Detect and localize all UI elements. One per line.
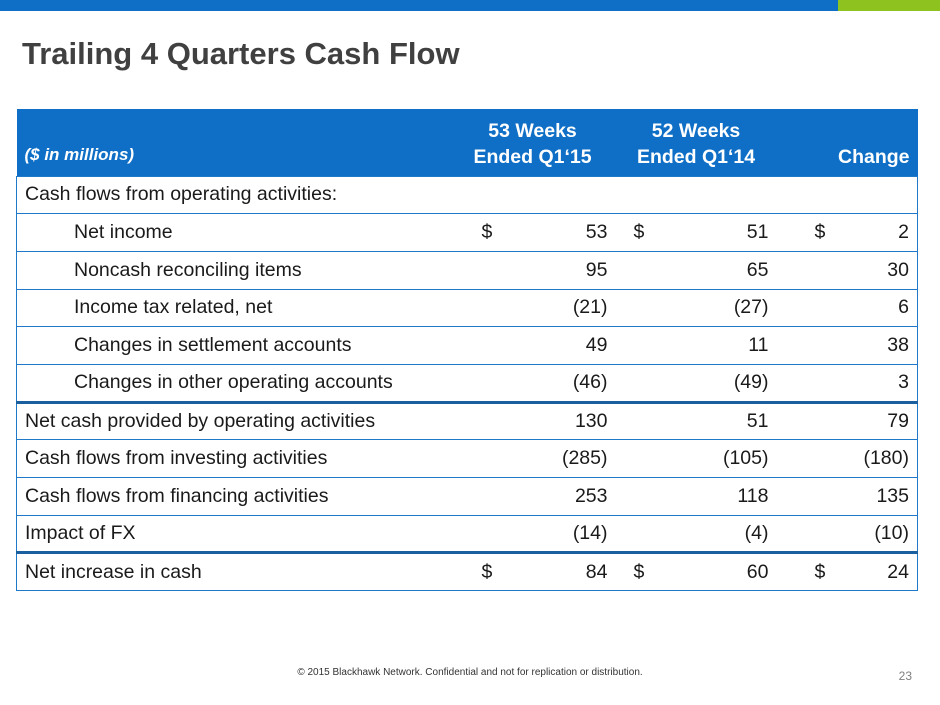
row-label: Net income xyxy=(16,213,450,252)
cell-change xyxy=(776,175,918,214)
cell-53-weeks: (14) xyxy=(449,514,616,553)
column-header-change: Change xyxy=(837,145,910,168)
top-accent-bar-green xyxy=(838,0,940,11)
row-label: Income tax related, net xyxy=(16,288,450,327)
currency-symbol: $ xyxy=(481,221,493,244)
cell-52-weeks: (27) xyxy=(615,288,777,327)
currency-symbol: $ xyxy=(814,221,826,244)
table-row-settlement: Changes in settlement accounts 49 11 38 xyxy=(16,326,918,365)
table-row-financing: Cash flows from financing activities 253… xyxy=(16,477,918,516)
cell-52-weeks xyxy=(615,175,777,214)
cell-53-weeks xyxy=(449,175,616,214)
currency-symbol: $ xyxy=(633,560,645,583)
table-row-noncash: Noncash reconciling items 95 65 30 xyxy=(16,250,918,290)
cell-change: 79 xyxy=(776,400,918,440)
slide-title: Trailing 4 Quarters Cash Flow xyxy=(22,36,460,71)
cell-52-weeks: (4) xyxy=(615,514,777,553)
row-label: Noncash reconciling items xyxy=(16,250,450,290)
cell-53-weeks: (285) xyxy=(449,439,616,478)
cell-value: 51 xyxy=(746,221,769,244)
column-header-53-weeks-line1: 53 Weeks xyxy=(488,119,577,142)
cell-change: (180) xyxy=(776,439,918,478)
cell-52-weeks: 65 xyxy=(615,250,777,290)
table-row-net-income: Net income $53 $51 $2 xyxy=(16,213,918,252)
cell-53-weeks: $53 xyxy=(449,213,616,252)
row-label: Net cash provided by operating activitie… xyxy=(16,400,450,440)
cell-value: 53 xyxy=(585,221,608,244)
cash-flow-table: ($ in millions) 53 Weeks Ended Q1‘15 52 … xyxy=(16,109,918,592)
top-accent-bar-blue xyxy=(0,0,838,11)
cell-53-weeks: 49 xyxy=(449,326,616,365)
row-label: Net increase in cash xyxy=(16,551,450,592)
table-row-fx: Impact of FX (14) (4) (10) xyxy=(16,514,918,553)
cell-value: 60 xyxy=(746,560,769,583)
column-header-52-weeks-line2: Ended Q1‘14 xyxy=(636,145,756,168)
cell-52-weeks: $51 xyxy=(615,213,777,252)
page-number: 23 xyxy=(898,669,912,683)
row-label: Changes in settlement accounts xyxy=(16,326,450,365)
table-row-other-operating: Changes in other operating accounts (46)… xyxy=(16,363,918,403)
column-header-52-weeks: 52 Weeks Ended Q1‘14 xyxy=(616,109,777,176)
column-header-52-weeks-line1: 52 Weeks xyxy=(651,119,741,142)
cell-53-weeks: 130 xyxy=(449,400,616,440)
cell-52-weeks: $60 xyxy=(615,551,777,592)
table-header-row: ($ in millions) 53 Weeks Ended Q1‘15 52 … xyxy=(16,109,918,176)
cell-53-weeks: (46) xyxy=(449,363,616,403)
cell-52-weeks: 11 xyxy=(615,326,777,365)
cell-52-weeks: 51 xyxy=(615,400,777,440)
cell-change: $24 xyxy=(776,551,918,592)
cell-53-weeks: 95 xyxy=(449,250,616,290)
cell-change: 135 xyxy=(776,477,918,516)
cell-53-weeks: $84 xyxy=(449,551,616,592)
row-label: Impact of FX xyxy=(16,514,450,553)
cell-change: 30 xyxy=(776,250,918,290)
cell-value: 2 xyxy=(898,221,909,244)
cell-change: $2 xyxy=(776,213,918,252)
cell-53-weeks: (21) xyxy=(449,288,616,327)
cell-change: (10) xyxy=(776,514,918,553)
table-row-investing: Cash flows from investing activities (28… xyxy=(16,439,918,478)
copyright-footer: © 2015 Blackhawk Network. Confidential a… xyxy=(297,667,643,678)
row-label: Changes in other operating accounts xyxy=(16,363,450,403)
table-row-operating-header: Cash flows from operating activities: xyxy=(16,175,918,214)
cell-value: 24 xyxy=(887,560,909,583)
row-label: Cash flows from financing activities xyxy=(16,477,450,516)
row-label: Cash flows from operating activities: xyxy=(16,175,450,214)
table-row-net-increase: Net increase in cash $84 $60 $24 xyxy=(16,551,918,592)
cell-53-weeks: 253 xyxy=(449,477,616,516)
column-header-53-weeks-line2: Ended Q1‘15 xyxy=(473,145,592,168)
cell-change: 3 xyxy=(776,363,918,403)
table-row-income-tax: Income tax related, net (21) (27) 6 xyxy=(16,288,918,327)
units-label: ($ in millions) xyxy=(24,144,135,164)
cell-change: 6 xyxy=(776,288,918,327)
row-label: Cash flows from investing activities xyxy=(16,439,450,478)
table-row-net-operating: Net cash provided by operating activitie… xyxy=(16,400,918,440)
cell-52-weeks: (49) xyxy=(615,363,777,403)
cell-52-weeks: 118 xyxy=(615,477,777,516)
cell-52-weeks: (105) xyxy=(615,439,777,478)
cell-change: 38 xyxy=(776,326,918,365)
cell-value: 84 xyxy=(585,560,608,583)
currency-symbol: $ xyxy=(481,560,493,583)
currency-symbol: $ xyxy=(633,221,645,244)
currency-symbol: $ xyxy=(814,560,826,583)
column-header-53-weeks: 53 Weeks Ended Q1‘15 xyxy=(450,109,616,176)
